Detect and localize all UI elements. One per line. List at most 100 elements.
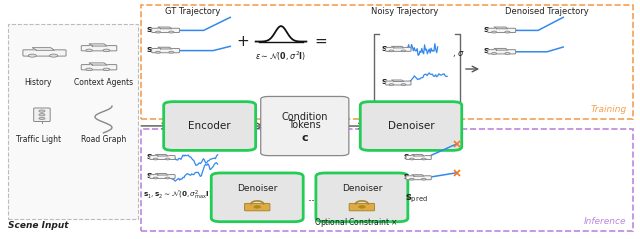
Polygon shape	[156, 174, 168, 175]
FancyBboxPatch shape	[244, 203, 270, 211]
FancyBboxPatch shape	[386, 47, 411, 51]
Text: Noisy Trajectory: Noisy Trajectory	[371, 7, 438, 16]
Polygon shape	[89, 63, 108, 65]
Circle shape	[103, 49, 109, 52]
FancyBboxPatch shape	[211, 173, 303, 222]
Text: , $\sigma$: , $\sigma$	[452, 49, 465, 59]
Bar	[8, 24, 138, 219]
Circle shape	[254, 206, 260, 208]
Text: Traffic Light: Traffic Light	[15, 135, 61, 144]
Circle shape	[86, 68, 92, 71]
Text: $\mathbf{s}_1$: $\mathbf{s}_1$	[146, 152, 157, 163]
Polygon shape	[392, 46, 404, 48]
Circle shape	[39, 114, 45, 116]
FancyBboxPatch shape	[34, 108, 50, 121]
Circle shape	[165, 158, 170, 160]
Text: $\mathbf{s}_{\mathrm{pred}}$: $\mathbf{s}_{\mathrm{pred}}$	[404, 193, 428, 205]
Text: Denoiser: Denoiser	[388, 121, 435, 131]
FancyBboxPatch shape	[152, 49, 180, 53]
FancyBboxPatch shape	[150, 174, 175, 179]
FancyBboxPatch shape	[152, 28, 180, 33]
Bar	[141, 129, 633, 231]
Circle shape	[39, 117, 45, 120]
Text: Road Graph: Road Graph	[81, 135, 126, 144]
Polygon shape	[392, 80, 404, 81]
Text: Encoder: Encoder	[188, 121, 231, 131]
Text: $\mathbf{s}_2$: $\mathbf{s}_2$	[381, 78, 392, 88]
Polygon shape	[494, 27, 508, 29]
Circle shape	[103, 68, 109, 71]
Polygon shape	[412, 175, 424, 176]
Text: Training: Training	[590, 104, 627, 114]
Text: $\mathbf{s}_2$: $\mathbf{s}_2$	[403, 173, 413, 183]
Circle shape	[389, 84, 394, 85]
Text: History: History	[24, 78, 52, 87]
Text: $\mathbf{s}_2$: $\mathbf{s}_2$	[146, 171, 157, 182]
FancyBboxPatch shape	[316, 173, 408, 222]
Circle shape	[492, 53, 497, 54]
Text: Inference: Inference	[584, 217, 627, 226]
FancyBboxPatch shape	[150, 156, 175, 159]
Circle shape	[28, 54, 36, 57]
FancyBboxPatch shape	[488, 50, 516, 54]
Text: Denoised Trajectory: Denoised Trajectory	[506, 7, 589, 16]
Text: $\epsilon \sim \mathcal{N}(\mathbf{0}, \sigma^2\mathbf{I})$: $\epsilon \sim \mathcal{N}(\mathbf{0}, \…	[255, 50, 307, 63]
Circle shape	[86, 49, 92, 52]
Text: Denoiser: Denoiser	[237, 184, 277, 193]
Circle shape	[492, 31, 497, 33]
Polygon shape	[494, 49, 508, 50]
Polygon shape	[158, 27, 172, 29]
Polygon shape	[32, 48, 54, 50]
Text: $\mathbf{s}_1$: $\mathbf{s}_1$	[381, 44, 392, 55]
Circle shape	[49, 54, 58, 57]
FancyBboxPatch shape	[81, 46, 116, 51]
FancyBboxPatch shape	[81, 65, 116, 70]
Text: Scene Input: Scene Input	[8, 221, 68, 230]
Text: $\mathbf{s}_1$: $\mathbf{s}_1$	[483, 25, 493, 36]
Circle shape	[169, 31, 174, 33]
Text: GT Trajectory: GT Trajectory	[164, 7, 220, 16]
Circle shape	[154, 177, 158, 179]
Text: +: +	[237, 34, 250, 49]
Text: =: =	[315, 34, 327, 49]
Polygon shape	[412, 155, 424, 156]
Polygon shape	[156, 155, 168, 156]
Circle shape	[410, 178, 414, 180]
Text: $\mathbf{s}_2$: $\mathbf{s}_2$	[483, 47, 493, 57]
Text: Optional Constraint $\times$: Optional Constraint $\times$	[314, 216, 397, 229]
Circle shape	[410, 158, 414, 160]
FancyBboxPatch shape	[406, 176, 431, 180]
Text: Context Agents: Context Agents	[74, 78, 133, 87]
FancyBboxPatch shape	[23, 50, 66, 56]
Bar	[141, 5, 633, 120]
Circle shape	[505, 31, 510, 33]
Text: $\mathbf{s}_2$: $\mathbf{s}_2$	[146, 45, 157, 56]
Circle shape	[358, 206, 365, 208]
Polygon shape	[158, 47, 172, 49]
Circle shape	[401, 50, 406, 52]
Circle shape	[389, 50, 394, 52]
FancyBboxPatch shape	[260, 97, 349, 156]
Text: $\mathbf{s}_1$: $\mathbf{s}_1$	[403, 152, 413, 163]
FancyBboxPatch shape	[360, 102, 461, 150]
Text: $\mathbf{s}_1, \mathbf{s}_2 \sim \mathcal{N}(\mathbf{0}, \sigma^2_{\max}\mathbf{: $\mathbf{s}_1, \mathbf{s}_2 \sim \mathca…	[143, 188, 213, 202]
FancyBboxPatch shape	[488, 28, 516, 33]
Circle shape	[165, 177, 170, 179]
FancyBboxPatch shape	[164, 102, 255, 150]
Text: Denoiser: Denoiser	[342, 184, 382, 193]
Text: Tokens: Tokens	[289, 120, 321, 130]
Text: ...: ...	[308, 191, 320, 204]
Text: Condition: Condition	[282, 112, 328, 121]
Circle shape	[156, 51, 161, 53]
Circle shape	[505, 53, 510, 54]
FancyBboxPatch shape	[349, 203, 374, 211]
Circle shape	[154, 158, 158, 160]
Circle shape	[156, 31, 161, 33]
FancyBboxPatch shape	[406, 156, 431, 159]
Circle shape	[422, 158, 426, 160]
Text: $\mathbf{s}_1$: $\mathbf{s}_1$	[146, 25, 157, 36]
Circle shape	[39, 110, 45, 112]
Text: $\mathbf{c}$: $\mathbf{c}$	[301, 133, 308, 143]
Circle shape	[401, 84, 406, 85]
Polygon shape	[89, 44, 108, 46]
